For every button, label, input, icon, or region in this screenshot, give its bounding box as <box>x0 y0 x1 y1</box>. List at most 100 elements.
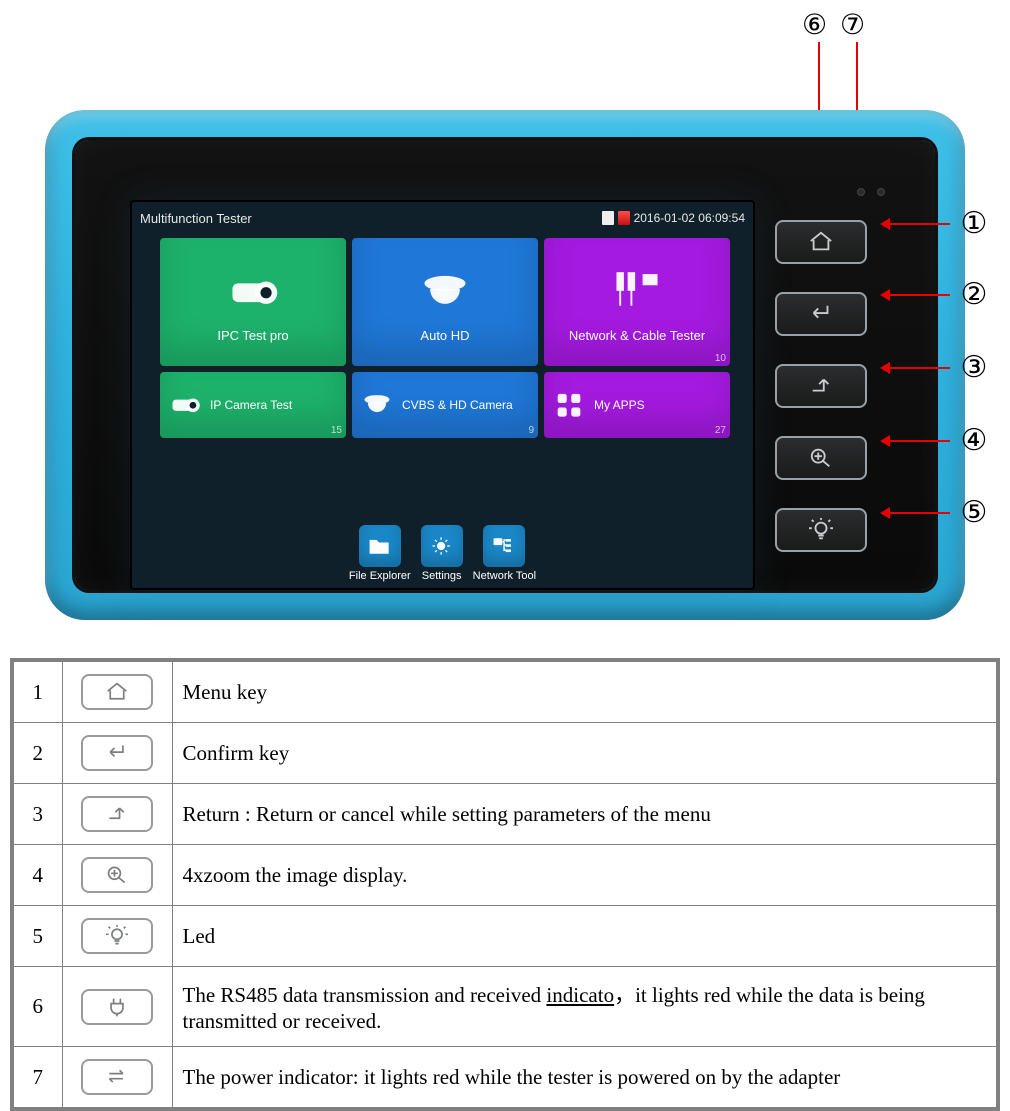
cable-icon <box>609 261 665 322</box>
legend-row: 5 Led <box>12 906 998 967</box>
domehd-icon <box>360 386 394 425</box>
legend-desc: The RS485 data transmission and received… <box>172 967 998 1047</box>
legend-icon-cell <box>62 1047 172 1110</box>
callout-arrow <box>880 218 890 230</box>
callout-line <box>890 512 950 514</box>
dock-label: File Explorer <box>349 570 411 582</box>
screen-statusbar: Multifunction Tester 2016-01-02 06:09:54 <box>130 206 755 230</box>
callout-line <box>890 294 950 296</box>
tile-label: IP Camera Test <box>210 398 292 412</box>
legend-num: 7 <box>12 1047 62 1110</box>
legend-desc: Confirm key <box>172 723 998 784</box>
tile-badge: 10 <box>715 353 726 364</box>
callout-7-label: ⑦ <box>840 8 865 41</box>
legend-icon-cell <box>62 845 172 906</box>
tile-badge: 9 <box>528 425 534 436</box>
callout: ① <box>880 206 1010 241</box>
bulb-icon <box>81 918 153 954</box>
legend-desc: Led <box>172 906 998 967</box>
legend-num: 6 <box>12 967 62 1047</box>
callout-arrow <box>880 435 890 447</box>
callout-number: ④ <box>954 423 994 458</box>
app-tile[interactable]: Auto HD <box>352 238 538 366</box>
gear-icon <box>421 525 463 567</box>
app-tile[interactable]: IP Camera Test 15 <box>160 372 346 438</box>
screen-title: Multifunction Tester <box>140 211 602 226</box>
app-tile[interactable]: CVBS & HD Camera 9 <box>352 372 538 438</box>
legend-num: 4 <box>12 845 62 906</box>
tile-label: Auto HD <box>420 328 469 343</box>
tile-badge: 15 <box>331 425 342 436</box>
hardware-buttons <box>775 220 877 552</box>
legend-num: 3 <box>12 784 62 845</box>
tile-label: IPC Test pro <box>217 328 288 343</box>
home-button[interactable] <box>775 220 867 264</box>
page: ⑥ ⑦ Multifunction Tester <box>0 0 1010 1111</box>
return-button[interactable] <box>775 364 867 408</box>
app-tile[interactable]: My APPS 27 <box>544 372 730 438</box>
callout-number: ① <box>954 206 994 241</box>
statusbar-datetime: 2016-01-02 06:09:54 <box>634 211 745 225</box>
legend-row: 3 Return : Return or cancel while settin… <box>12 784 998 845</box>
battery-icon <box>618 211 630 225</box>
tester-device: Multifunction Tester 2016-01-02 06:09:54… <box>45 110 965 620</box>
folder-icon <box>359 525 401 567</box>
legend-row: 1 Menu key <box>12 660 998 723</box>
callout-arrow <box>880 507 890 519</box>
callout-arrow <box>880 362 890 374</box>
dome-icon <box>417 261 473 322</box>
callout: ⑤ <box>880 495 1010 530</box>
zoom-icon <box>81 857 153 893</box>
legend-row: 6 The RS485 data transmission and receiv… <box>12 967 998 1047</box>
legend-num: 5 <box>12 906 62 967</box>
legend-icon-cell <box>62 784 172 845</box>
callout-line <box>890 367 950 369</box>
legend-icon-cell <box>62 967 172 1047</box>
sd-icon <box>602 211 614 225</box>
legend-icon-cell <box>62 723 172 784</box>
app-tile[interactable]: IPC Test pro <box>160 238 346 366</box>
power-led <box>877 188 885 196</box>
dock-item[interactable]: Settings <box>421 525 463 582</box>
tile-badge: 27 <box>715 425 726 436</box>
legend-desc: Return : Return or cancel while setting … <box>172 784 998 845</box>
enter-button[interactable] <box>775 292 867 336</box>
callout-6-label: ⑥ <box>802 8 827 41</box>
legend-icon-cell <box>62 906 172 967</box>
led-button[interactable] <box>775 508 867 552</box>
app-tile[interactable]: Network & Cable Tester 10 <box>544 238 730 366</box>
camera-icon <box>225 261 281 322</box>
legend-row: 4 4xzoom the image display. <box>12 845 998 906</box>
legend-desc: The power indicator: it lights red while… <box>172 1047 998 1110</box>
legend-table: 1 Menu key2 Confirm key3 Return : Return… <box>10 658 1000 1111</box>
legend-row: 7 The power indicator: it lights red whi… <box>12 1047 998 1110</box>
callout: ④ <box>880 423 1010 458</box>
tile-label: My APPS <box>594 398 645 412</box>
tile-label: CVBS & HD Camera <box>402 398 513 412</box>
legend-desc: Menu key <box>172 660 998 723</box>
legend-row: 2 Confirm key <box>12 723 998 784</box>
callout-number: ⑤ <box>954 495 994 530</box>
callout-number: ② <box>954 277 994 312</box>
legend-icon-cell <box>62 660 172 723</box>
callout-line <box>890 440 950 442</box>
ipcam-icon <box>168 386 202 425</box>
swap-icon <box>81 1059 153 1095</box>
dock-item[interactable]: Network Tool <box>473 525 536 582</box>
legend-num: 2 <box>12 723 62 784</box>
rs485-led <box>857 188 865 196</box>
tile-label: Network & Cable Tester <box>569 328 705 343</box>
lcd-screen[interactable]: Multifunction Tester 2016-01-02 06:09:54… <box>130 200 755 590</box>
callout: ② <box>880 277 1010 312</box>
legend-num: 1 <box>12 660 62 723</box>
zoom-button[interactable] <box>775 436 867 480</box>
device-figure: ⑥ ⑦ Multifunction Tester <box>0 0 1010 650</box>
callout-line <box>890 223 950 225</box>
dock-label: Network Tool <box>473 570 536 582</box>
device-bezel: Multifunction Tester 2016-01-02 06:09:54… <box>75 140 935 590</box>
dock-label: Settings <box>422 570 462 582</box>
dock-item[interactable]: File Explorer <box>349 525 411 582</box>
apps-icon <box>552 386 586 425</box>
app-tile-grid: IPC Test pro Auto HD Network & Cable Tes… <box>160 238 730 500</box>
home-icon <box>81 674 153 710</box>
